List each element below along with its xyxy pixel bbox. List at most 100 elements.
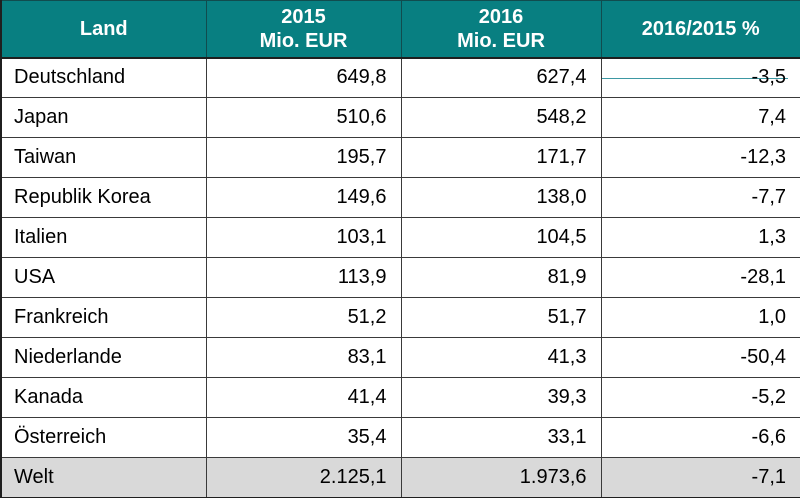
change-cell: -7,7	[600, 177, 800, 218]
value-2015-cell: 195,7	[205, 137, 402, 178]
value-2015: 649,8	[336, 66, 387, 89]
table-body: Deutschland 649,8 627,4 -3,5 Japan 510,6…	[0, 57, 800, 498]
table-row-kanada: Kanada 41,4 39,3 -5,2	[0, 377, 800, 418]
value-2016-cell: 81,9	[400, 257, 602, 298]
value-2016-cell: 33,1	[400, 417, 602, 458]
land-cell: Frankreich	[0, 297, 207, 338]
table-row-oesterreich: Österreich 35,4 33,1 -6,6	[0, 417, 800, 458]
change-value: 7,4	[758, 106, 786, 128]
value-2016-cell: 39,3	[400, 377, 602, 418]
header-2015: 2015 Mio. EUR	[205, 0, 402, 59]
change-cell: -3,5	[600, 57, 800, 98]
table-row-welt-total: Welt 2.125,1 1.973,6 -7,1	[0, 457, 800, 498]
change-cell: -7,1	[600, 457, 800, 498]
change-value: -3,5	[751, 66, 786, 89]
value-2016: 548,2	[536, 106, 587, 128]
change-value: -6,6	[751, 426, 786, 448]
land-label: Deutschland	[14, 66, 126, 89]
land-cell: Welt	[0, 457, 207, 498]
value-2016-cell: 627,4	[400, 57, 602, 98]
land-cell: Taiwan	[0, 137, 207, 178]
header-change: 2016/2015 %	[600, 0, 800, 59]
table-row-deutschland: Deutschland 649,8 627,4 -3,5	[0, 57, 800, 98]
land-cell: Kanada	[0, 377, 207, 418]
value-2015: 149,6	[336, 186, 387, 208]
value-2016: 33,1	[547, 426, 587, 448]
table-row-niederlande: Niederlande 83,1 41,3 -50,4	[0, 337, 800, 378]
table-row-taiwan: Taiwan 195,7 171,7 -12,3	[0, 137, 800, 178]
change-cell: 7,4	[600, 97, 800, 138]
value-2016: 81,9	[547, 266, 587, 288]
value-2016: 51,7	[547, 306, 587, 328]
value-2015-cell: 2.125,1	[205, 457, 402, 498]
change-cell: -12,3	[600, 137, 800, 178]
change-cell: -5,2	[600, 377, 800, 418]
value-2015-cell: 113,9	[205, 257, 402, 298]
value-2015: 41,4	[347, 386, 387, 408]
value-2016-cell: 138,0	[400, 177, 602, 218]
land-label: Japan	[14, 106, 69, 128]
value-2016: 1.973,6	[519, 465, 587, 488]
land-label: Italien	[14, 226, 68, 248]
header-2016: 2016 Mio. EUR	[400, 0, 602, 59]
value-2016-cell: 104,5	[400, 217, 602, 258]
value-2015: 35,4	[347, 426, 387, 448]
change-value: 1,3	[758, 226, 786, 248]
change-cell: -50,4	[600, 337, 800, 378]
value-2016: 41,3	[547, 346, 587, 368]
change-cell: 1,3	[600, 217, 800, 258]
value-2015: 51,2	[347, 306, 387, 328]
value-2015-cell: 149,6	[205, 177, 402, 218]
table-row-frankreich: Frankreich 51,2 51,7 1,0	[0, 297, 800, 338]
land-cell: Republik Korea	[0, 177, 207, 218]
header-row: Land 2015 Mio. EUR 2016 Mio. EUR 2016/20…	[0, 0, 800, 59]
value-2015: 2.125,1	[319, 465, 387, 488]
header-land-label: Land	[79, 17, 128, 40]
land-label: USA	[14, 266, 56, 288]
change-value: 1,0	[758, 306, 786, 328]
value-2016-cell: 1.973,6	[400, 457, 602, 498]
value-2015-cell: 51,2	[205, 297, 402, 338]
header-land: Land	[0, 0, 207, 59]
table-row-japan: Japan 510,6 548,2 7,4	[0, 97, 800, 138]
value-2015: 195,7	[336, 146, 387, 168]
value-2015-cell: 35,4	[205, 417, 402, 458]
land-cell: USA	[0, 257, 207, 298]
change-cell: -28,1	[600, 257, 800, 298]
table-row-republik-korea: Republik Korea 149,6 138,0 -7,7	[0, 177, 800, 218]
change-value: -50,4	[740, 346, 786, 368]
value-2015: 103,1	[336, 226, 387, 248]
header-2016-unit: Mio. EUR	[457, 29, 545, 52]
land-label: Kanada	[14, 386, 83, 408]
value-2015-cell: 510,6	[205, 97, 402, 138]
value-2015-cell: 83,1	[205, 337, 402, 378]
land-cell: Italien	[0, 217, 207, 258]
land-label: Welt	[14, 465, 54, 488]
value-2016-cell: 171,7	[400, 137, 602, 178]
value-2015-cell: 41,4	[205, 377, 402, 418]
change-cell: 1,0	[600, 297, 800, 338]
land-label: Frankreich	[14, 306, 109, 328]
land-cell: Österreich	[0, 417, 207, 458]
change-value: -12,3	[740, 146, 786, 168]
value-2016: 627,4	[536, 66, 587, 89]
table-header: Land 2015 Mio. EUR 2016 Mio. EUR 2016/20…	[0, 0, 800, 59]
land-cell: Deutschland	[0, 57, 207, 98]
change-value: -7,1	[751, 465, 786, 488]
value-2016: 39,3	[547, 386, 587, 408]
value-2015: 510,6	[336, 106, 387, 128]
table-row-italien: Italien 103,1 104,5 1,3	[0, 217, 800, 258]
land-label: Österreich	[14, 426, 107, 448]
value-2016-cell: 41,3	[400, 337, 602, 378]
land-cell: Japan	[0, 97, 207, 138]
land-cell: Niederlande	[0, 337, 207, 378]
header-2015-year: 2015	[281, 5, 326, 28]
value-2016: 171,7	[536, 146, 587, 168]
value-2015: 83,1	[347, 346, 387, 368]
header-2016-year: 2016	[478, 5, 524, 28]
value-2016-cell: 548,2	[400, 97, 602, 138]
value-2015: 113,9	[337, 266, 387, 288]
header-2015-unit: Mio. EUR	[259, 29, 348, 52]
